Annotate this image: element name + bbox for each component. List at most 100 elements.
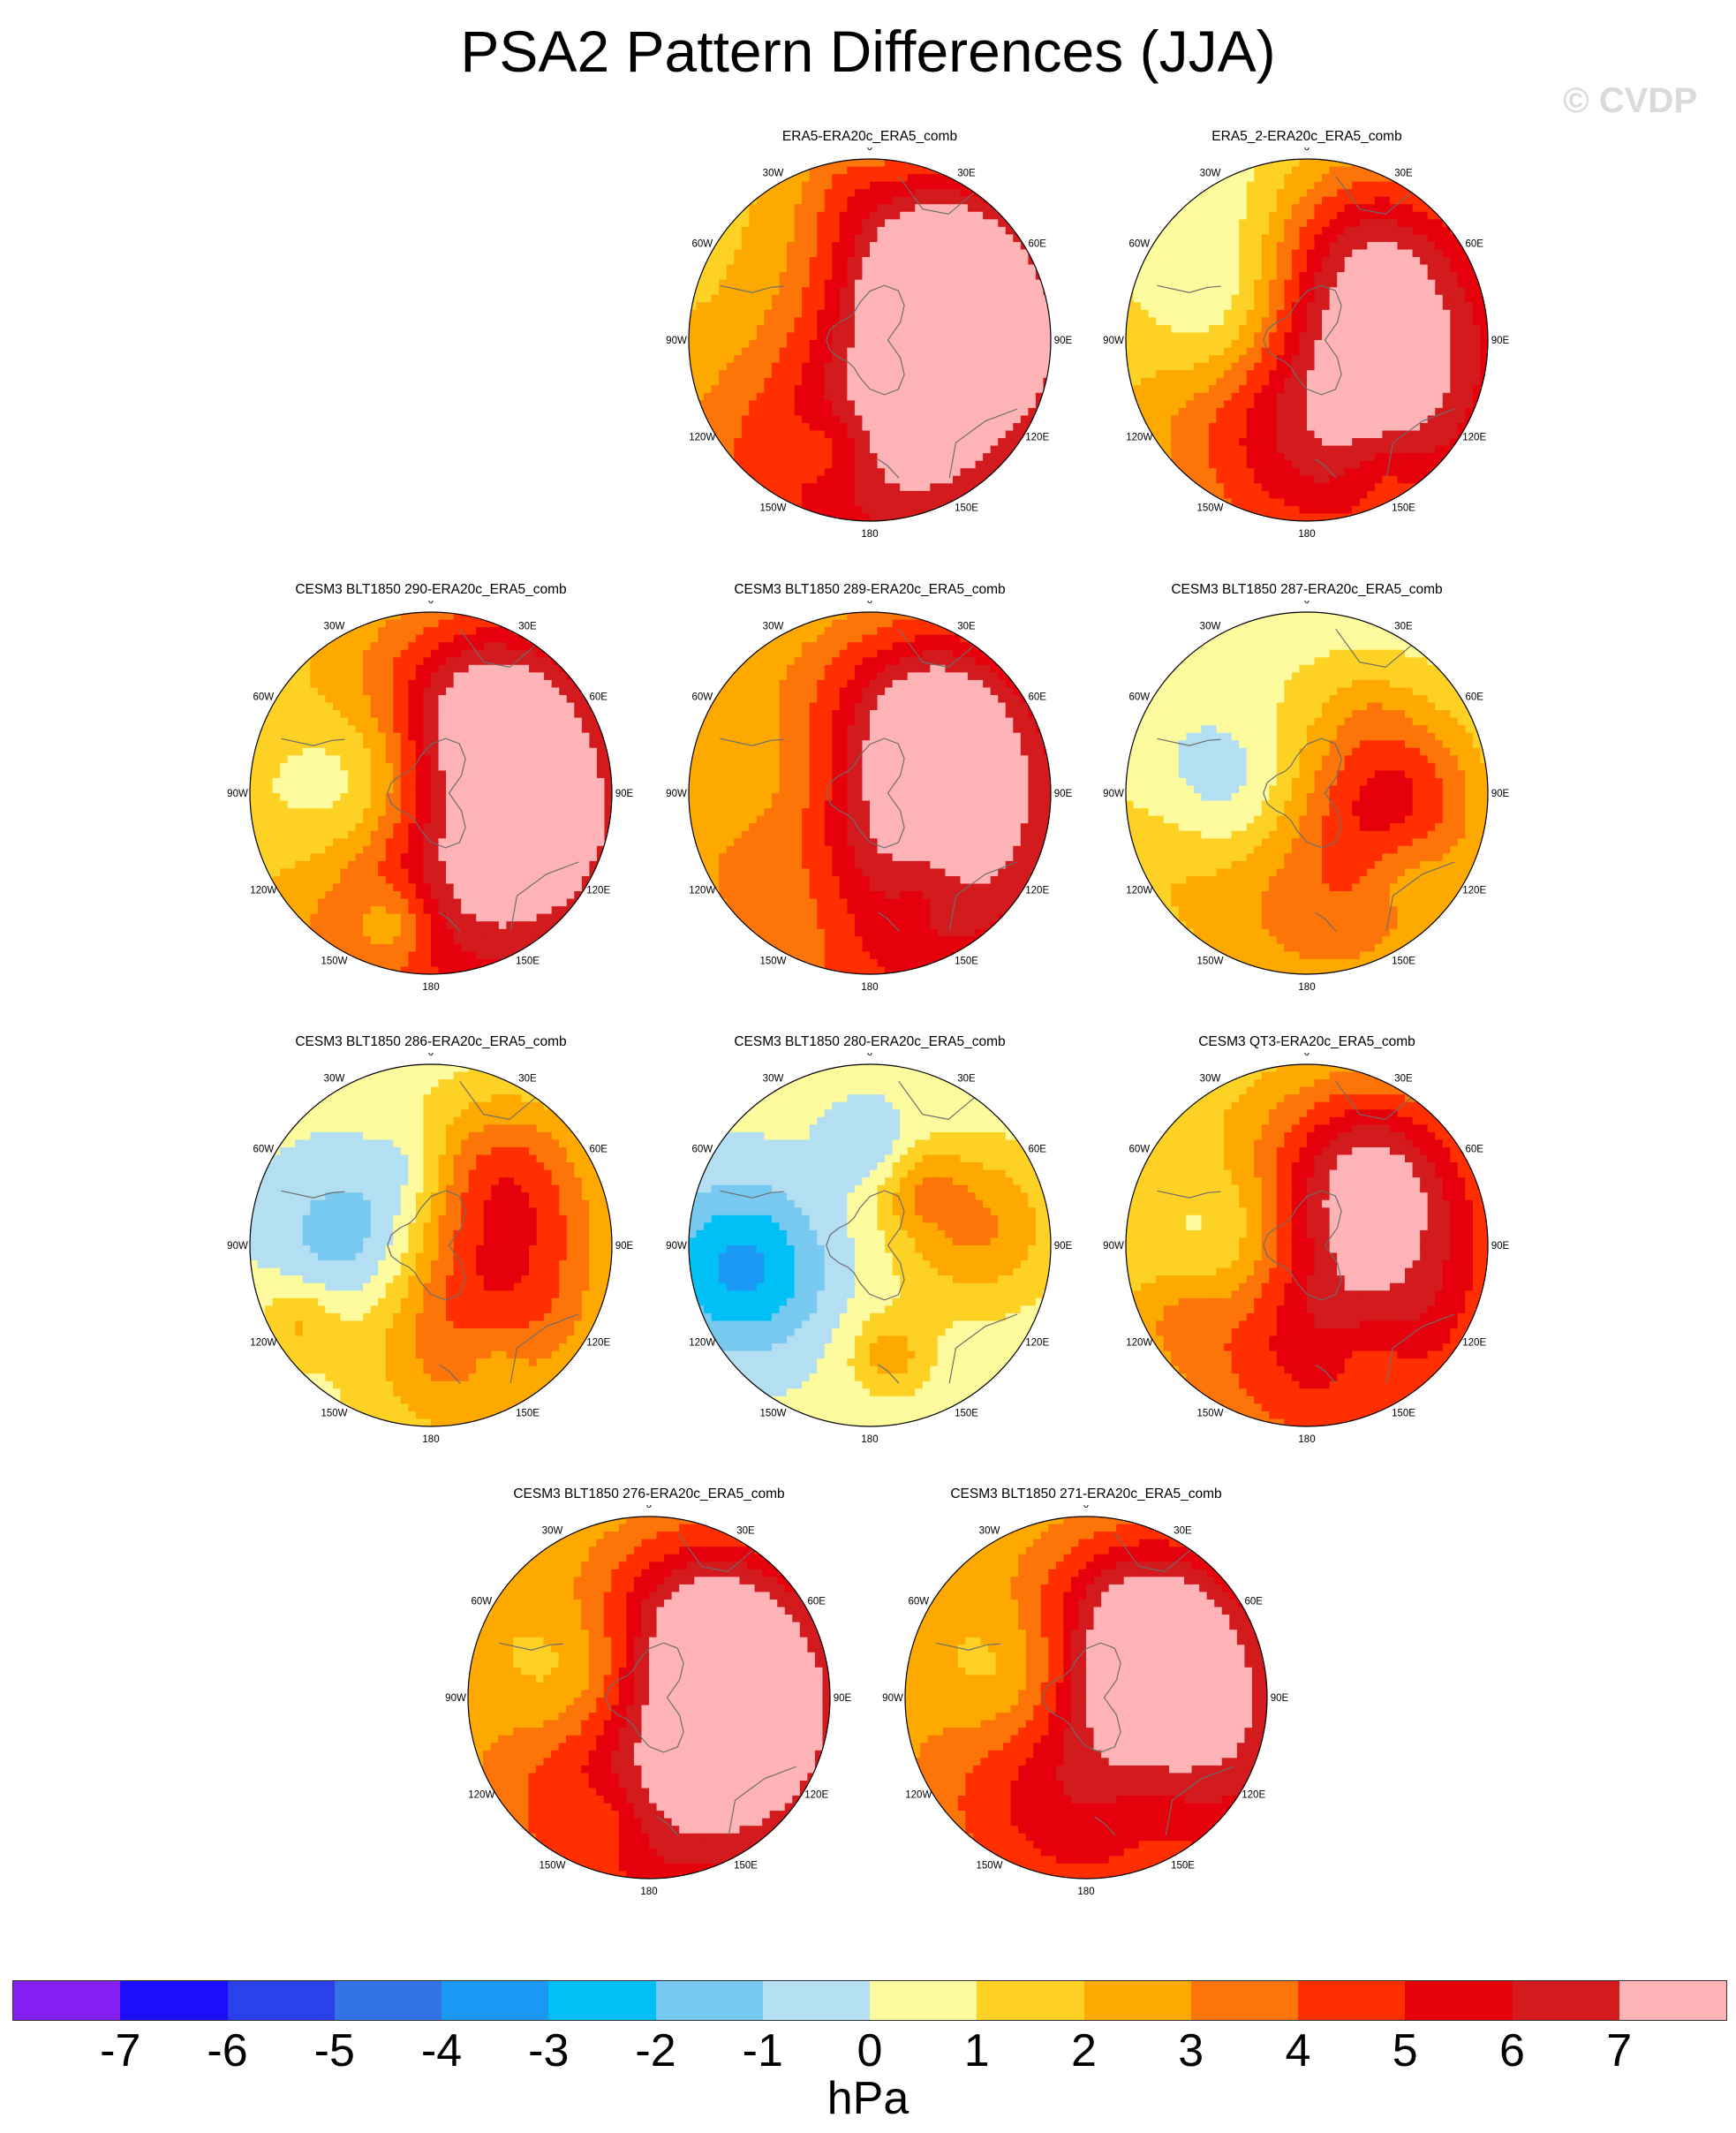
contour-cell xyxy=(1420,249,1429,258)
contour-cell xyxy=(287,770,296,779)
contour-cell xyxy=(1178,453,1187,462)
contour-cell xyxy=(1337,317,1346,326)
contour-cell xyxy=(1314,211,1323,220)
contour-cell xyxy=(922,347,931,356)
contour-cell xyxy=(704,324,713,334)
contour-cell xyxy=(832,257,841,266)
contour-cell xyxy=(689,392,698,401)
contour-cell xyxy=(400,619,409,628)
contour-cell xyxy=(704,370,713,379)
contour-cell xyxy=(870,219,879,228)
contour-cell xyxy=(529,672,538,681)
contour-cell xyxy=(1193,468,1203,477)
contour-cell xyxy=(1314,362,1323,371)
contour-cell xyxy=(960,204,969,213)
contour-cell xyxy=(854,422,864,432)
contour-cell xyxy=(749,332,758,341)
contour-cell xyxy=(265,800,274,809)
contour-cell xyxy=(1389,347,1399,356)
contour-cell xyxy=(1224,438,1233,447)
contour-cell xyxy=(809,211,818,220)
contour-cell xyxy=(1367,309,1376,318)
contour-cell xyxy=(990,309,999,318)
contour-cell xyxy=(476,755,485,764)
contour-cell xyxy=(370,732,379,741)
contour-cell xyxy=(930,219,939,228)
contour-cell xyxy=(764,196,773,205)
contour-cell xyxy=(340,672,349,681)
longitude-label: 60E xyxy=(1028,239,1046,250)
contour-cell xyxy=(1344,513,1353,521)
contour-cell xyxy=(824,174,833,183)
contour-cell xyxy=(839,475,848,484)
contour-cell xyxy=(1307,219,1316,228)
contour-cell xyxy=(1420,324,1429,334)
contour-cell xyxy=(756,294,766,303)
contour-cell xyxy=(370,777,379,787)
contour-cell xyxy=(824,445,833,454)
contour-cell xyxy=(885,294,894,303)
contour-cell xyxy=(915,468,924,477)
contour-cell xyxy=(1359,498,1368,507)
contour-cell xyxy=(1201,362,1210,371)
contour-cell xyxy=(1013,287,1022,296)
contour-cell xyxy=(832,181,841,190)
contour-cell xyxy=(1480,362,1488,371)
contour-cell xyxy=(1208,272,1218,281)
contour-cell xyxy=(1133,362,1142,371)
contour-cell xyxy=(1427,453,1436,462)
contour-cell xyxy=(1465,309,1474,318)
contour-cell xyxy=(498,740,508,749)
contour-cell xyxy=(937,453,947,462)
contour-cell xyxy=(1367,264,1376,273)
contour-cell xyxy=(1163,294,1172,303)
contour-cell xyxy=(1457,324,1466,334)
contour-cell xyxy=(975,355,984,364)
contour-cell xyxy=(1397,226,1406,236)
contour-cell xyxy=(423,687,432,696)
contour-cell xyxy=(1035,257,1045,266)
contour-cell xyxy=(711,257,720,266)
contour-cell xyxy=(468,649,477,658)
contour-cell xyxy=(907,490,916,499)
contour-cell xyxy=(1246,159,1255,168)
contour-cell xyxy=(1352,377,1361,386)
contour-cell xyxy=(559,657,568,666)
contour-cell xyxy=(817,204,826,213)
contour-cell xyxy=(960,287,969,296)
contour-cell xyxy=(764,302,773,311)
contour-cell xyxy=(1246,498,1255,507)
contour-cell xyxy=(968,400,977,409)
contour-cell xyxy=(960,257,969,266)
contour-cell xyxy=(325,710,334,719)
contour-cell xyxy=(1382,347,1391,356)
contour-cell xyxy=(960,422,969,432)
contour-cell xyxy=(400,702,409,711)
contour-cell xyxy=(922,453,931,462)
contour-cell xyxy=(461,770,470,779)
contour-cell xyxy=(1427,355,1436,364)
contour-cell xyxy=(1208,249,1218,258)
contour-cell xyxy=(1171,347,1180,356)
contour-cell xyxy=(809,438,818,447)
contour-cell xyxy=(1427,264,1436,273)
contour-cell xyxy=(295,785,304,794)
contour-cell xyxy=(817,340,826,349)
contour-cell xyxy=(764,468,773,477)
contour-cell xyxy=(915,249,924,258)
contour-cell xyxy=(877,332,886,341)
contour-cell xyxy=(802,241,811,251)
contour-cell xyxy=(937,279,947,288)
contour-cell xyxy=(1374,340,1384,349)
contour-cell xyxy=(1141,370,1150,379)
contour-cell xyxy=(370,664,379,673)
contour-cell xyxy=(1359,438,1368,447)
contour-cell xyxy=(1186,445,1195,454)
contour-cell xyxy=(1035,392,1045,401)
contour-cell xyxy=(1329,377,1338,386)
contour-cell xyxy=(1389,257,1399,266)
contour-cell xyxy=(854,279,864,288)
contour-cell xyxy=(1420,445,1429,454)
contour-cell xyxy=(839,513,848,521)
contour-cell xyxy=(756,445,766,454)
